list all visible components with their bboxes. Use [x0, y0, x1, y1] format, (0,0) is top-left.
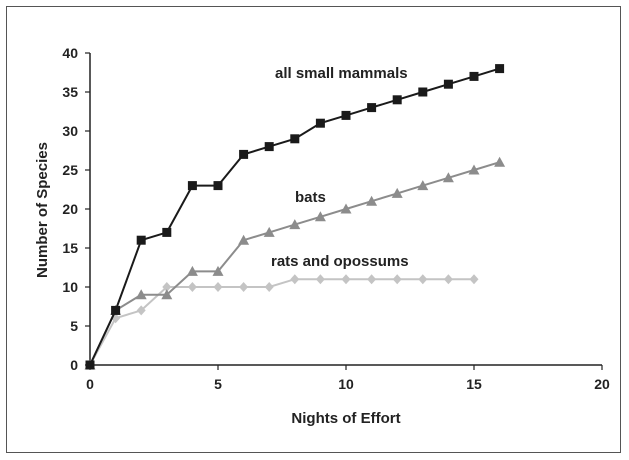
data-point-square — [315, 118, 325, 128]
data-point-square — [367, 103, 377, 113]
data-point-triangle — [494, 156, 506, 167]
data-point-square — [264, 142, 274, 152]
series-line — [89, 278, 474, 366]
data-point-diamond — [315, 274, 325, 285]
data-point-triangle — [135, 289, 147, 300]
data-point-diamond — [239, 282, 249, 292]
data-point-square — [187, 181, 197, 191]
data-point-square — [136, 235, 146, 245]
data-point-triangle — [340, 203, 352, 214]
data-point-triangle — [366, 195, 378, 206]
data-point-triangle — [263, 226, 275, 237]
series-rats-and-opossums — [85, 274, 479, 370]
data-point-triangle — [238, 234, 250, 245]
data-point-triangle — [212, 265, 224, 276]
axes: 0 5 10 15 20 25 30 35 40 0 5 10 15 20 — [62, 45, 610, 392]
series-all-small-mammals — [85, 64, 505, 370]
x-tick-label: 15 — [466, 376, 482, 392]
y-tick-label: 40 — [62, 45, 78, 61]
x-axis-title: Nights of Effort — [291, 410, 400, 427]
data-point-triangle — [314, 211, 326, 222]
series-label-bats: bats — [295, 189, 326, 206]
data-point-diamond — [162, 282, 172, 292]
data-point-square — [341, 110, 351, 120]
data-point-triangle — [391, 187, 403, 198]
data-point-diamond — [418, 274, 428, 285]
y-tick-label: 20 — [62, 201, 78, 217]
y-tick-label: 5 — [70, 318, 78, 334]
data-point-triangle — [289, 219, 301, 230]
y-tick-label: 25 — [62, 162, 78, 178]
data-point-diamond — [392, 274, 402, 285]
data-point-diamond — [213, 282, 223, 292]
data-point-square — [443, 79, 453, 89]
chart-frame — [6, 6, 621, 453]
data-point-triangle — [468, 164, 480, 175]
data-point-triangle — [442, 172, 454, 183]
data-point-square — [213, 181, 223, 191]
data-point-triangle — [186, 265, 198, 276]
data-point-diamond — [443, 274, 453, 285]
data-point-square — [469, 71, 479, 81]
y-tick-label: 30 — [62, 123, 78, 139]
x-tick-label: 20 — [594, 376, 610, 392]
x-tick-label: 0 — [86, 376, 94, 392]
data-point-square — [239, 149, 249, 159]
data-point-diamond — [367, 274, 377, 285]
data-point-diamond — [264, 282, 274, 292]
data-point-triangle — [161, 289, 173, 300]
data-point-diamond — [341, 274, 351, 285]
data-point-diamond — [136, 305, 146, 316]
x-tick-label: 10 — [338, 376, 354, 392]
data-point-triangle — [417, 180, 429, 191]
data-point-square — [495, 64, 505, 74]
series-label-rats-and-opossums: rats and opossums — [271, 253, 409, 270]
data-point-diamond — [187, 282, 197, 292]
data-point-diamond — [469, 274, 479, 285]
y-axis-title: Number of Species — [34, 142, 51, 278]
data-point-diamond — [290, 274, 300, 285]
series-line — [89, 67, 500, 366]
y-tick-label: 35 — [62, 84, 78, 100]
data-point-square — [392, 95, 402, 105]
y-tick-label: 15 — [62, 240, 78, 256]
data-point-square — [111, 305, 121, 315]
data-point-square — [85, 360, 95, 370]
y-tick-label: 0 — [70, 357, 78, 373]
series-label-all-small-mammals: all small mammals — [275, 65, 408, 82]
data-point-square — [418, 87, 428, 97]
series-layer — [84, 64, 506, 370]
data-point-square — [162, 227, 172, 237]
series-bats — [84, 156, 506, 370]
y-tick-label: 10 — [62, 279, 78, 295]
x-tick-label: 5 — [214, 376, 222, 392]
data-point-square — [290, 134, 300, 144]
